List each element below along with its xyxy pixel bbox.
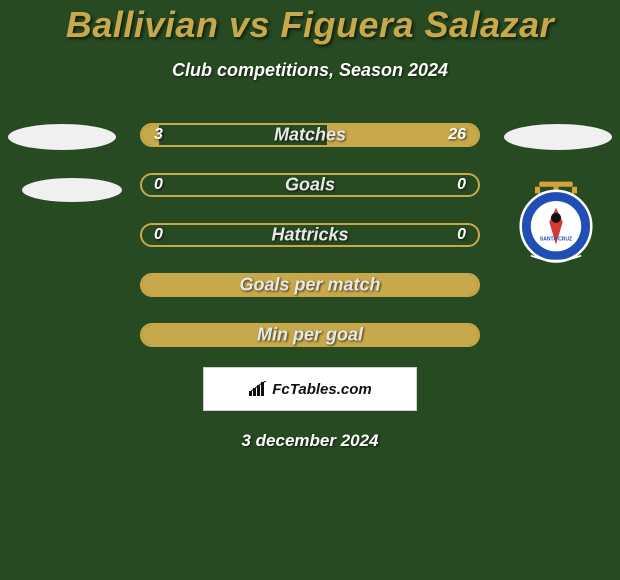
page-subtitle: Club competitions, Season 2024 xyxy=(0,60,620,81)
stat-row-goals: 0 Goals 0 xyxy=(140,173,480,197)
brand-card: FcTables.com xyxy=(203,367,417,411)
stat-label: Goals per match xyxy=(239,275,380,296)
page-title: Ballivian vs Figuera Salazar xyxy=(0,4,620,46)
stat-row-min-per-goal: Min per goal xyxy=(140,323,480,347)
stat-right-value: 26 xyxy=(448,126,466,144)
stat-right-value: 0 xyxy=(457,226,466,244)
stat-row-goals-per-match: Goals per match xyxy=(140,273,480,297)
footer-date: 3 december 2024 xyxy=(0,431,620,451)
stat-row-hattricks: 0 Hattricks 0 xyxy=(140,223,480,247)
chart-icon xyxy=(248,381,268,397)
stat-left-value: 3 xyxy=(154,126,163,144)
stat-label: Goals xyxy=(285,175,335,196)
stat-right-value: 0 xyxy=(457,176,466,194)
stat-label: Matches xyxy=(274,125,346,146)
stat-label: Min per goal xyxy=(257,325,363,346)
brand-text: FcTables.com xyxy=(272,381,371,398)
stat-left-value: 0 xyxy=(154,226,163,244)
stat-row-matches: 3 Matches 26 xyxy=(140,123,480,147)
stat-label: Hattricks xyxy=(271,225,348,246)
stat-left-value: 0 xyxy=(154,176,163,194)
